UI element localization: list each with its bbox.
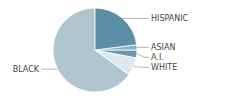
slice-label: HISPANIC xyxy=(151,14,189,23)
slice-label: A.I. xyxy=(151,53,164,62)
slice xyxy=(95,50,137,58)
slice-label: BLACK xyxy=(13,65,40,74)
leader-line xyxy=(137,54,149,57)
chart: BLACK WHITEA.I.ASIAN HISPANIC xyxy=(0,0,240,100)
slice-label: ASIAN xyxy=(151,43,175,52)
slice-label: WHITE xyxy=(151,63,177,72)
leader-line xyxy=(134,66,149,68)
slice xyxy=(95,50,136,75)
leader-line xyxy=(41,69,58,70)
slices xyxy=(53,8,137,92)
leader-line xyxy=(137,47,149,48)
slice xyxy=(95,8,137,50)
labels: BLACK WHITEA.I.ASIAN HISPANIC xyxy=(13,14,189,74)
leader-line xyxy=(123,18,149,19)
